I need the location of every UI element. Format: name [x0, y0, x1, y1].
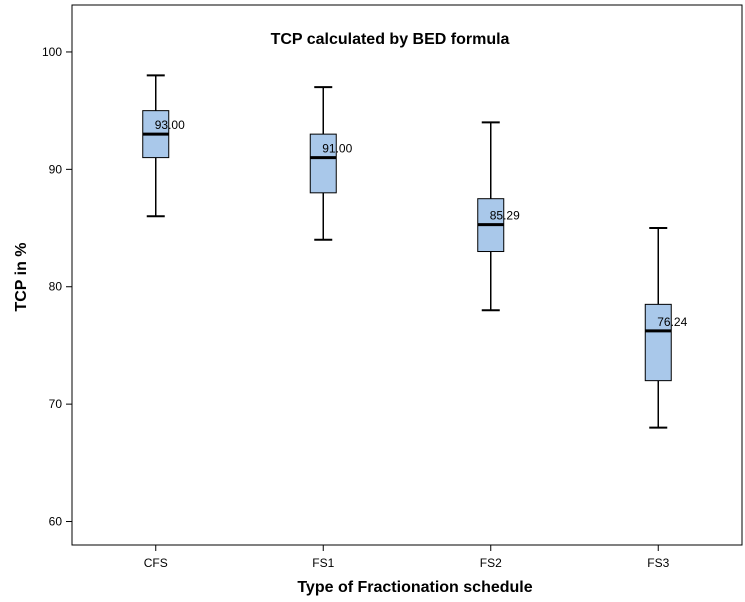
median-label: 76.24 — [657, 315, 687, 329]
chart-title: TCP calculated by BED formula — [271, 31, 510, 48]
iqr-box — [309, 133, 337, 194]
box-fs1: 91.00 — [309, 86, 353, 241]
y-tick-label: 80 — [49, 280, 63, 294]
median-label: 93.00 — [155, 118, 185, 132]
box-cfs: 93.00 — [142, 74, 185, 218]
y-tick-label: 90 — [49, 162, 63, 176]
x-tick-label: FS3 — [647, 556, 669, 570]
plot-frame — [71, 4, 743, 546]
median-label: 85.29 — [490, 209, 520, 223]
median-label: 91.00 — [322, 142, 352, 156]
y-tick-label: 70 — [49, 397, 63, 411]
x-axis-title: Type of Fractionation schedule — [297, 579, 532, 596]
boxes-group: 93.00 91.00 85.29 76.24 — [142, 74, 688, 429]
x-tick-label: FS1 — [312, 556, 334, 570]
y-tick-label: 100 — [42, 45, 62, 59]
x-axis: CFS FS1 FS2 FS3 — [144, 545, 670, 570]
box-fs3: 76.24 — [644, 227, 688, 429]
box-fs2: 85.29 — [477, 121, 520, 312]
y-tick-label: 60 — [49, 515, 63, 529]
iqr-box — [644, 303, 672, 382]
x-tick-label: CFS — [144, 556, 168, 570]
y-axis: 60 70 80 90 100 — [42, 45, 72, 529]
y-axis-title: TCP in % — [13, 242, 30, 311]
x-tick-label: FS2 — [480, 556, 502, 570]
